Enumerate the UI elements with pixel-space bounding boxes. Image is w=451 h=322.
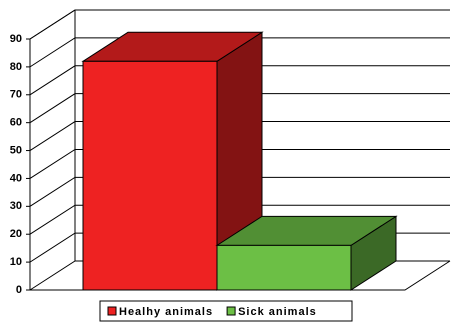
y-tick-label: 60: [10, 117, 22, 129]
bars: [81, 31, 398, 291]
y-tick-label: 20: [10, 228, 22, 240]
y-tick-label: 50: [10, 144, 22, 156]
wall-edge: [29, 9, 76, 40]
bar-front: [216, 244, 352, 291]
y-tick-label: 30: [10, 200, 22, 212]
legend-box: [99, 300, 353, 322]
legend-label: Sick animals: [238, 306, 317, 318]
bar-front: [82, 60, 218, 291]
legend-swatch: [226, 306, 236, 316]
legend-swatch: [107, 306, 117, 316]
bar: [215, 215, 398, 291]
y-tick-label: 10: [10, 256, 22, 268]
y-tick-label: 0: [16, 284, 22, 296]
legend-label: Healhy animals: [119, 306, 213, 318]
y-tick-label: 40: [10, 172, 22, 184]
y-tick-label: 70: [10, 89, 22, 101]
y-tick-label: 90: [10, 33, 22, 45]
legend: Healhy animals Sick animals: [107, 306, 317, 318]
y-tick-label: 80: [10, 61, 22, 73]
